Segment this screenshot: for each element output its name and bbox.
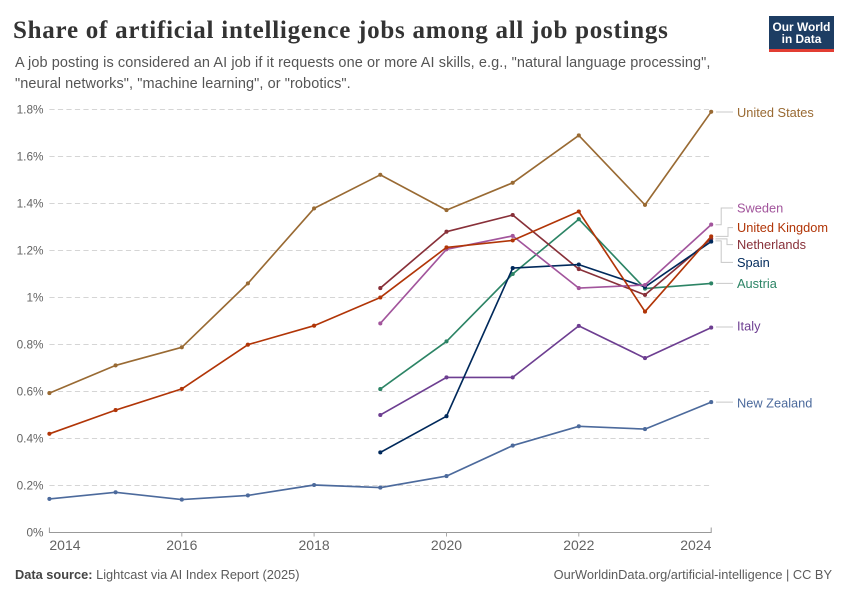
- svg-text:United Kingdom: United Kingdom: [737, 220, 828, 235]
- svg-text:2016: 2016: [166, 537, 197, 553]
- svg-text:United States: United States: [737, 105, 814, 120]
- svg-text:New Zealand: New Zealand: [737, 395, 812, 410]
- svg-text:Italy: Italy: [737, 318, 761, 333]
- svg-text:2014: 2014: [49, 537, 80, 553]
- svg-text:1.4%: 1.4%: [17, 197, 44, 211]
- svg-text:2018: 2018: [299, 537, 330, 553]
- svg-text:1.8%: 1.8%: [17, 103, 44, 117]
- svg-text:2020: 2020: [431, 537, 462, 553]
- svg-text:2024: 2024: [680, 537, 711, 553]
- svg-text:1.6%: 1.6%: [17, 150, 44, 164]
- svg-text:1%: 1%: [26, 291, 44, 305]
- svg-text:0.4%: 0.4%: [17, 432, 44, 446]
- svg-text:0%: 0%: [26, 526, 44, 540]
- svg-text:Austria: Austria: [737, 276, 778, 291]
- svg-text:0.8%: 0.8%: [17, 338, 44, 352]
- svg-text:Spain: Spain: [737, 255, 770, 270]
- svg-text:0.6%: 0.6%: [17, 385, 44, 399]
- svg-text:0.2%: 0.2%: [17, 479, 44, 493]
- svg-text:2022: 2022: [563, 537, 594, 553]
- svg-text:1.2%: 1.2%: [17, 244, 44, 258]
- svg-text:Sweden: Sweden: [737, 200, 783, 215]
- svg-text:Netherlands: Netherlands: [737, 237, 806, 252]
